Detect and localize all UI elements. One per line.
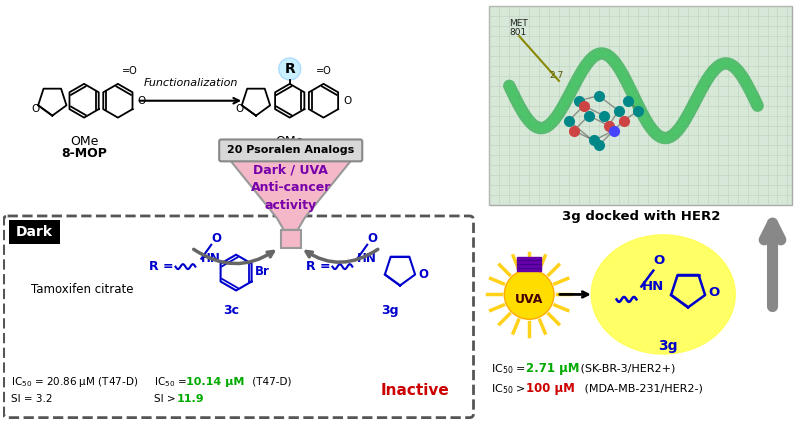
Text: =O: =O — [316, 66, 331, 76]
Text: O: O — [31, 104, 39, 114]
FancyBboxPatch shape — [9, 220, 60, 244]
Text: IC$_{50}$ =: IC$_{50}$ = — [491, 362, 528, 376]
Text: 20 Psoralen Analogs: 20 Psoralen Analogs — [227, 145, 354, 155]
Text: 100 μM: 100 μM — [526, 382, 575, 395]
Text: UVA: UVA — [515, 293, 543, 306]
Text: IC$_{50}$ >: IC$_{50}$ > — [491, 382, 528, 396]
Text: 2.71 μM: 2.71 μM — [526, 362, 580, 376]
Text: O: O — [211, 232, 222, 245]
Text: O: O — [343, 96, 352, 106]
Text: Functionalization: Functionalization — [143, 78, 238, 88]
Text: O: O — [708, 286, 719, 299]
Text: O: O — [235, 104, 243, 114]
Text: OMe: OMe — [70, 136, 98, 149]
Text: R: R — [284, 62, 295, 76]
Bar — [281, 230, 301, 248]
Text: R =: R = — [306, 260, 330, 273]
Text: (T47-D): (T47-D) — [249, 377, 291, 387]
Text: 801: 801 — [510, 28, 526, 37]
Text: 3g: 3g — [658, 339, 678, 353]
Text: (SK-BR-3/HER2+): (SK-BR-3/HER2+) — [577, 364, 675, 374]
Text: IC$_{50}$ =: IC$_{50}$ = — [154, 375, 187, 389]
Text: 2.7: 2.7 — [549, 72, 563, 80]
Text: MET: MET — [510, 19, 528, 28]
Text: Tamoxifen citrate: Tamoxifen citrate — [31, 283, 134, 296]
Text: Dark: Dark — [16, 225, 53, 239]
Text: 11.9: 11.9 — [177, 394, 204, 404]
Circle shape — [279, 58, 301, 80]
Ellipse shape — [591, 235, 735, 354]
Text: O: O — [418, 268, 428, 281]
Text: Inactive: Inactive — [380, 383, 449, 398]
Text: O: O — [367, 232, 378, 245]
Text: IC$_{50}$ = 20.86 μM (T47-D): IC$_{50}$ = 20.86 μM (T47-D) — [10, 375, 138, 389]
Text: 3g docked with HER2: 3g docked with HER2 — [562, 210, 720, 223]
Text: O: O — [138, 96, 146, 106]
Bar — [518, 257, 541, 271]
Text: SI = 3.2: SI = 3.2 — [10, 394, 52, 404]
Text: O: O — [654, 253, 665, 266]
Text: 10.14 μM: 10.14 μM — [186, 377, 245, 387]
Text: (MDA-MB-231/HER2-): (MDA-MB-231/HER2-) — [581, 384, 702, 394]
Text: 3c: 3c — [223, 304, 239, 317]
Polygon shape — [226, 155, 355, 230]
Circle shape — [504, 269, 554, 319]
FancyBboxPatch shape — [4, 216, 474, 418]
Text: OMe: OMe — [275, 136, 304, 149]
Text: 8-MOP: 8-MOP — [61, 147, 107, 160]
Text: HN: HN — [358, 252, 377, 265]
Text: HN: HN — [202, 252, 221, 265]
Text: HN: HN — [642, 280, 664, 293]
FancyBboxPatch shape — [219, 139, 362, 161]
FancyBboxPatch shape — [490, 6, 792, 205]
Text: R =: R = — [149, 260, 174, 273]
Text: Dark / UVA
Anti-cancer
activity: Dark / UVA Anti-cancer activity — [250, 163, 331, 212]
Text: 3g: 3g — [382, 304, 399, 317]
Text: Br: Br — [254, 265, 270, 278]
Text: SI >: SI > — [154, 394, 178, 404]
Text: =O: =O — [122, 66, 138, 76]
